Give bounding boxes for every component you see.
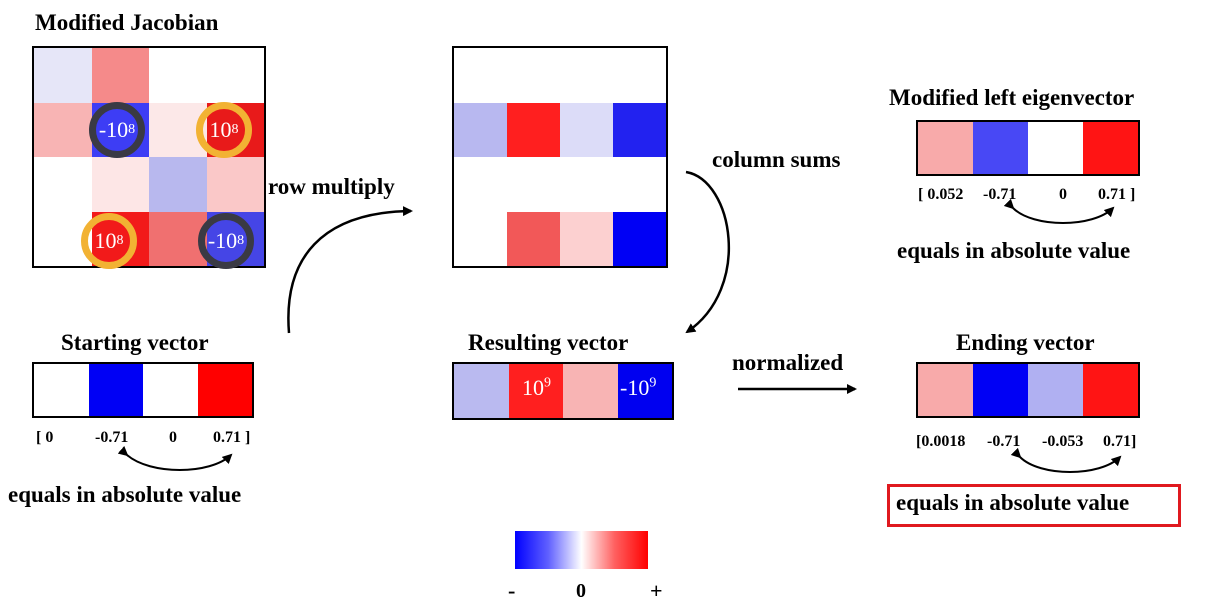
- resulting-label-exponent: 9: [649, 375, 657, 391]
- ending-vector-cell: [973, 364, 1028, 416]
- ring-exponent: 8: [231, 122, 239, 137]
- product-cell: [507, 211, 560, 266]
- ending-vector-cell: [1028, 364, 1083, 416]
- left-eig-value-2: 0: [1059, 186, 1067, 203]
- product-cell: [560, 157, 613, 212]
- product-cell: [507, 48, 560, 103]
- resulting-vector-title: Resulting vector: [468, 330, 629, 355]
- ring-pos-jacobian-r1c3: 10 8: [196, 102, 252, 158]
- colorbar-zero-label: 0: [576, 580, 586, 602]
- product-cell: [613, 211, 666, 266]
- resulting-vector-cell: [454, 364, 509, 418]
- starting-vector-title: Starting vector: [61, 330, 209, 355]
- product-cell: [454, 48, 507, 103]
- ring-label: 10: [209, 117, 232, 142]
- ending-value-3: 0.71]: [1103, 433, 1137, 450]
- jacobian-cell: [34, 157, 92, 212]
- left-eig-equals-note: equals in absolute value: [897, 238, 1131, 263]
- starting-abs-arrow: [117, 445, 233, 471]
- left-eig-value-0: [ 0.052: [918, 186, 964, 203]
- jacobian-cell: [34, 48, 92, 103]
- resulting-vector-cell: [563, 364, 618, 418]
- starting-vector-cell: [197, 364, 252, 416]
- product-cell: [454, 211, 507, 266]
- ending-vector-title: Ending vector: [956, 330, 1095, 355]
- resulting-vector-cell: [617, 364, 672, 418]
- resulting-label-pos: 109: [522, 375, 551, 401]
- left-eig-abs-arrow: [1003, 198, 1115, 224]
- left-eigenvector-cell: [1028, 122, 1083, 174]
- product-cell: [613, 48, 666, 103]
- resulting-vector-bar: [452, 362, 674, 420]
- left-eigenvector-bar: [916, 120, 1140, 176]
- starting-value-3: 0.71 ]: [213, 429, 251, 446]
- product-matrix: [452, 46, 668, 268]
- product-cell: [613, 157, 666, 212]
- left-eig-value-1: -0.71: [983, 186, 1017, 203]
- ending-vector-cell: [1083, 364, 1138, 416]
- product-cell: [507, 102, 560, 157]
- left-eigenvector-cell: [1083, 122, 1138, 174]
- ring-pos-jacobian-r3c1: 10 8: [81, 213, 137, 269]
- starting-vector-cell: [34, 364, 89, 416]
- colorbar: [515, 531, 648, 569]
- product-cell: [454, 102, 507, 157]
- resulting-label-exponent: 9: [544, 375, 551, 391]
- row-multiply-arrow: [287, 206, 413, 334]
- ring-exponent: 8: [128, 122, 136, 137]
- jacobian-cell: [149, 157, 207, 212]
- ending-equals-note: equals in absolute value: [896, 490, 1130, 515]
- left-eig-value-3: 0.71 ]: [1098, 186, 1136, 203]
- ending-value-2: -0.053: [1042, 433, 1084, 450]
- starting-vector-cell: [143, 364, 198, 416]
- product-cell: [560, 102, 613, 157]
- left-eigenvector-cell: [973, 122, 1028, 174]
- jacobian-cell: [34, 102, 92, 157]
- product-cell: [560, 211, 613, 266]
- left-eigenvector-cell: [918, 122, 973, 174]
- ending-value-0: [0.0018: [916, 433, 966, 450]
- ring-label: -10: [98, 117, 129, 142]
- jacobian-cell: [91, 157, 149, 212]
- row-multiply-label: row multiply: [268, 174, 395, 199]
- product-cell: [454, 157, 507, 212]
- ring-neg-jacobian-r3c3: -10 8: [198, 213, 254, 269]
- jacobian-cell: [149, 48, 207, 103]
- ending-value-1: -0.71: [987, 433, 1021, 450]
- colorbar-minus-label: -: [508, 578, 516, 603]
- colorbar-plus-label: +: [650, 578, 663, 603]
- jacobian-cell: [206, 48, 264, 103]
- starting-equals-note: equals in absolute value: [8, 482, 242, 507]
- starting-value-2: 0: [169, 429, 177, 446]
- normalized-label: normalized: [732, 350, 844, 375]
- resulting-vector-cell: [508, 364, 563, 418]
- left-eigenvector-title: Modified left eigenvector: [889, 85, 1135, 110]
- resulting-label-base: -10: [620, 375, 650, 400]
- ring-neg-jacobian-r1c1: -10 8: [89, 102, 145, 158]
- starting-vector-cell: [88, 364, 143, 416]
- ending-vector-bar: [916, 362, 1140, 418]
- starting-value-0: [ 0: [36, 429, 54, 446]
- ring-label: 10: [94, 228, 117, 253]
- column-sums-arrow: [685, 170, 731, 334]
- jacobian-cell: [91, 48, 149, 103]
- column-sums-label: column sums: [712, 147, 841, 172]
- ending-vector-cell: [918, 364, 973, 416]
- ring-exponent: 8: [116, 233, 124, 248]
- starting-vector-bar: [32, 362, 254, 418]
- highlight-box: [887, 484, 1181, 527]
- jacobian-cell: [206, 157, 264, 212]
- jacobian-cell: [149, 211, 207, 266]
- starting-value-1: -0.71: [95, 429, 129, 446]
- resulting-label-neg: -109: [620, 375, 656, 401]
- resulting-label-base: 10: [522, 375, 544, 400]
- product-cell: [507, 157, 560, 212]
- ring-label: -10: [207, 228, 238, 253]
- product-cell: [560, 48, 613, 103]
- jacobian-title: Modified Jacobian: [35, 10, 219, 35]
- ring-exponent: 8: [237, 233, 245, 248]
- ending-abs-arrow: [1010, 447, 1122, 473]
- product-cell: [613, 102, 666, 157]
